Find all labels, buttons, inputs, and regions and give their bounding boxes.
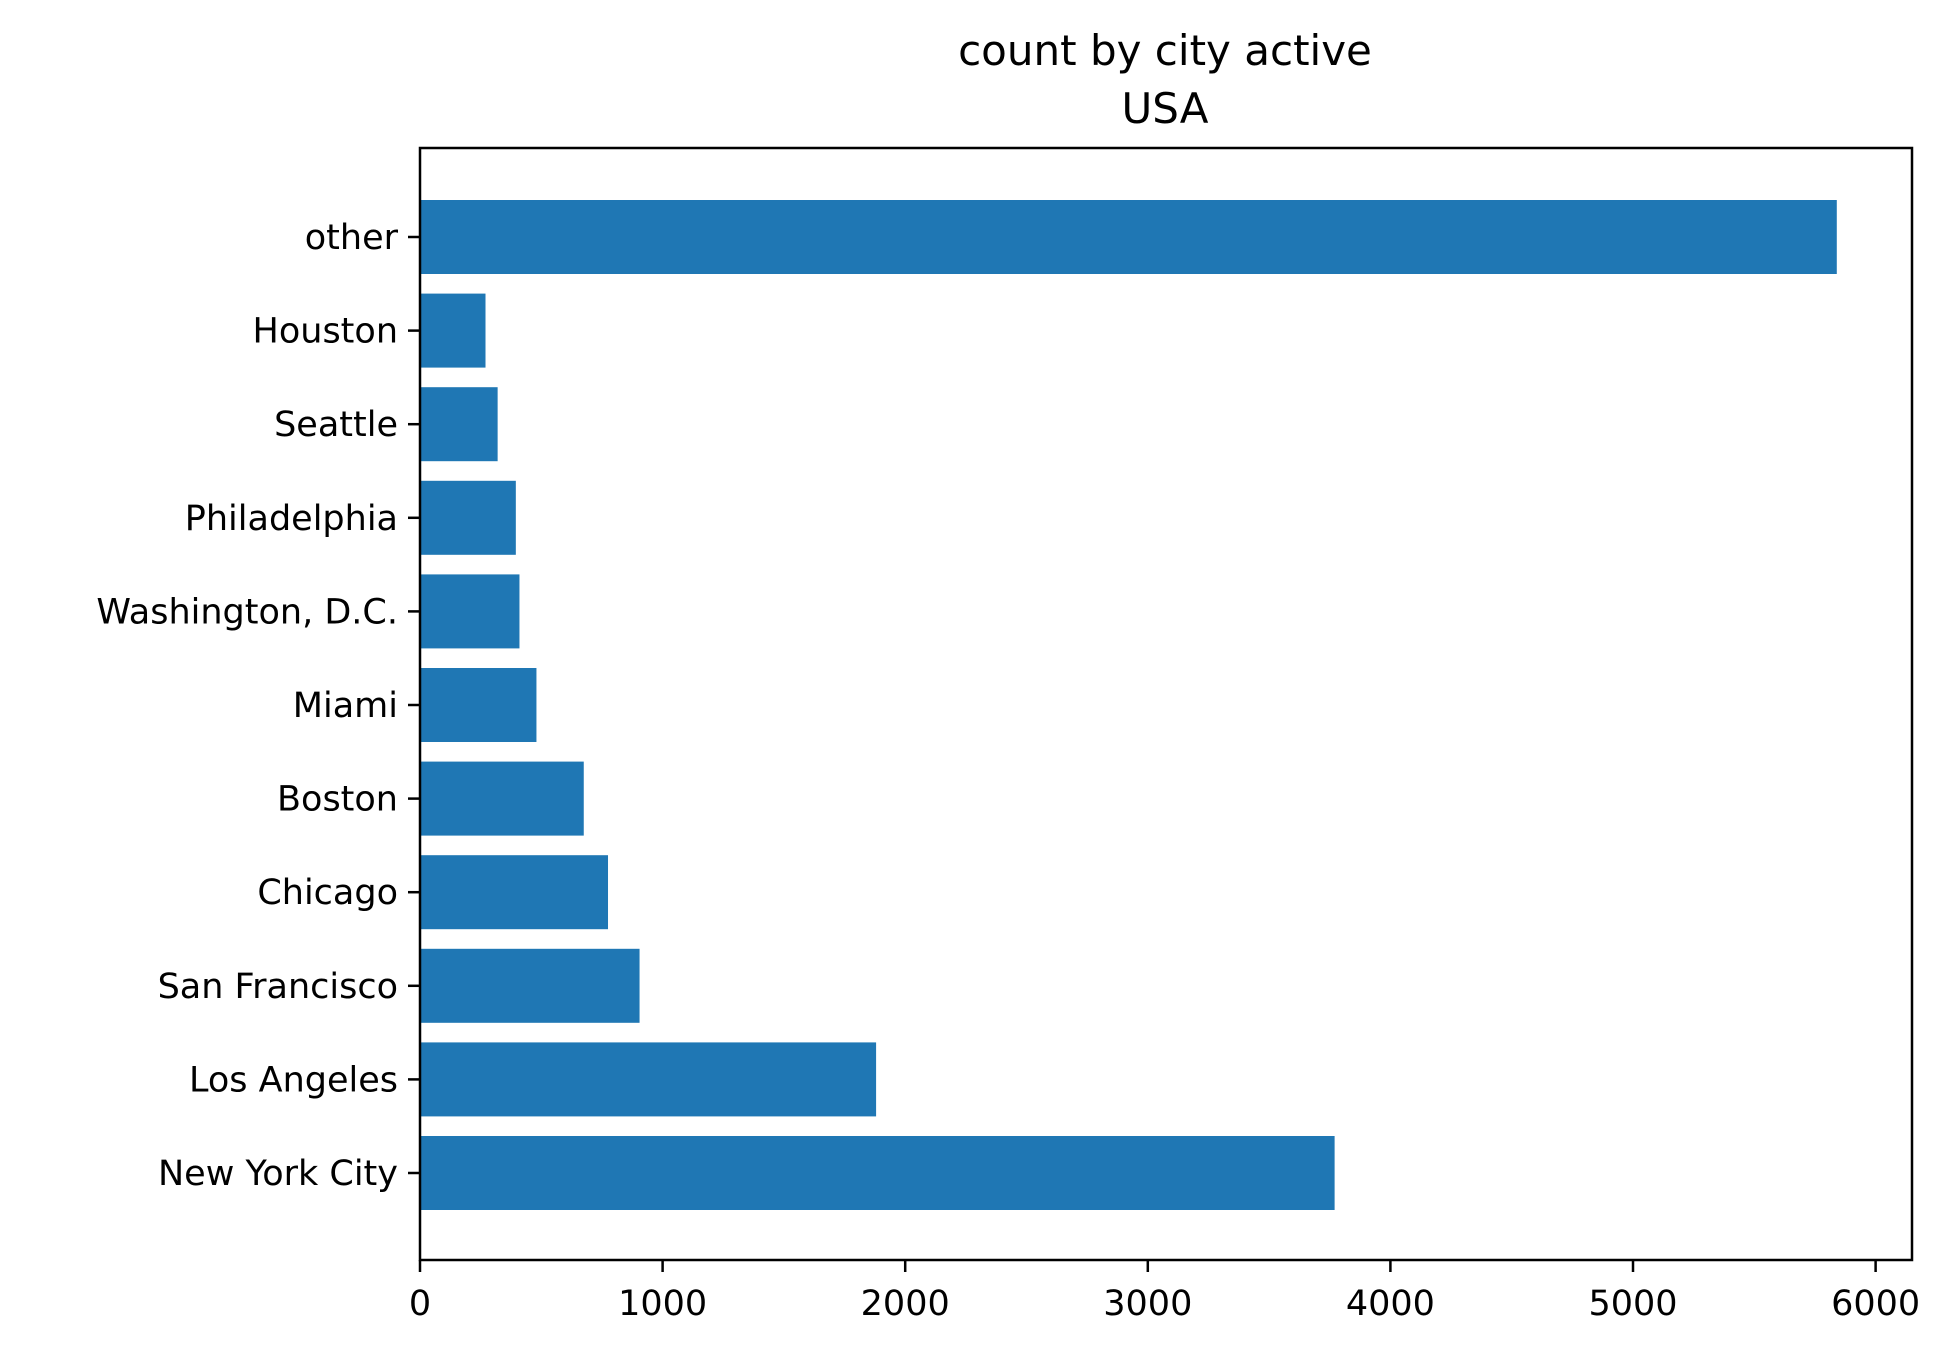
y-axis-ticks: New York City Los Angeles San Francisco Chi… — [96, 218, 420, 1194]
y-tick-label-miami: Miami — [293, 686, 398, 726]
plot-area-frame — [418, 146, 1914, 1262]
bar-boston — [420, 761, 584, 836]
x-tick-label-1000: 1000 — [618, 1284, 707, 1324]
x-tick-label-2000: 2000 — [861, 1284, 950, 1324]
bar-new-york-city — [420, 1136, 1335, 1210]
y-tick-label-new-york-city: New York City — [158, 1154, 398, 1194]
x-tick-label-0: 0 — [409, 1284, 431, 1324]
bar-miami — [420, 668, 537, 742]
y-tick-label-los-angeles: Los Angeles — [189, 1060, 398, 1100]
y-tick-label-washington-d-c: Washington, D.C. — [96, 592, 398, 632]
y-tick-label-boston: Boston — [277, 780, 398, 820]
y-tick-label-san-francisco: San Francisco — [158, 967, 398, 1007]
bar-los-angeles — [420, 1042, 877, 1117]
bar-other — [420, 200, 1837, 274]
x-tick-label-4000: 4000 — [1346, 1284, 1435, 1324]
y-tick-label-philadelphia: Philadelphia — [185, 499, 398, 539]
y-tick-label-houston: Houston — [253, 312, 398, 352]
x-tick-label-3000: 3000 — [1103, 1284, 1192, 1324]
bars-group — [420, 200, 1837, 1210]
bar-san-francisco — [420, 948, 640, 1023]
bar-philadelphia — [420, 480, 516, 555]
x-tick-label-6000: 6000 — [1831, 1284, 1920, 1324]
bar-chicago — [420, 855, 609, 930]
y-tick-label-chicago: Chicago — [257, 873, 398, 913]
bar-houston — [420, 293, 486, 368]
x-tick-label-5000: 5000 — [1588, 1284, 1677, 1324]
chart-title: count by city active — [958, 26, 1372, 75]
bar-washington-d-c — [420, 574, 520, 649]
bar-seattle — [420, 387, 498, 462]
chart-subtitle: USA — [1122, 84, 1209, 133]
y-tick-label-seattle: Seattle — [274, 405, 398, 445]
x-axis-ticks: 0 1000 2000 3000 4000 5000 6000 — [409, 1260, 1920, 1324]
y-tick-label-other: other — [305, 218, 399, 258]
